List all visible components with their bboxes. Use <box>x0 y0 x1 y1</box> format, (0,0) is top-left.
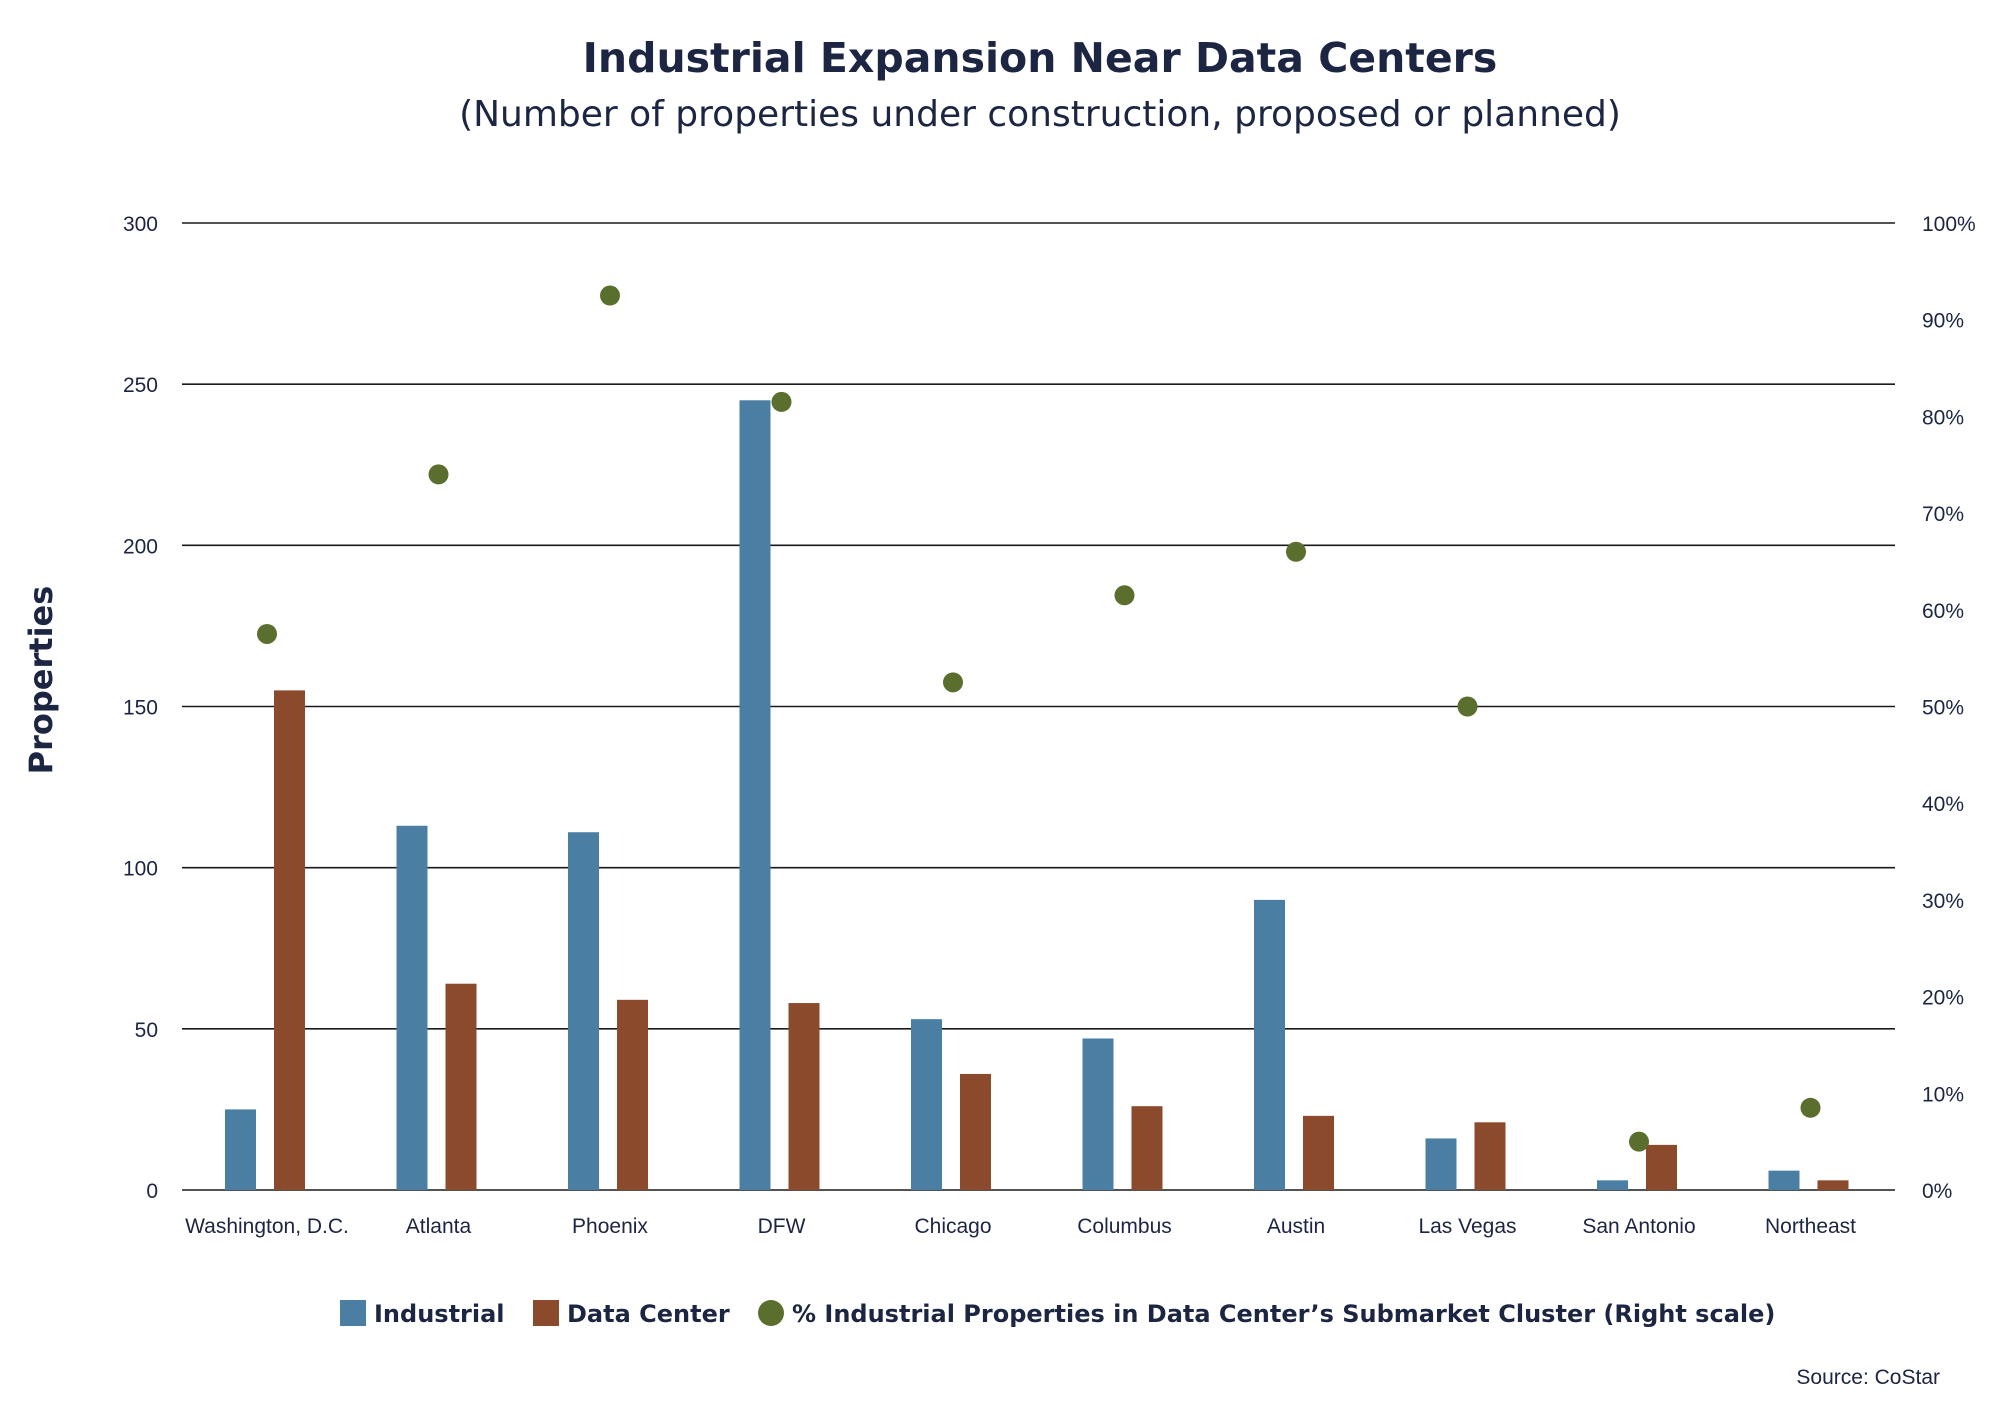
x-tick-label: Las Vegas <box>1418 1215 1516 1238</box>
y2-tick-label: 0% <box>1922 1180 1952 1203</box>
x-tick-label: Washington, D.C. <box>185 1215 349 1238</box>
bar-industrial <box>1768 1170 1800 1190</box>
bar-industrial <box>1425 1138 1457 1190</box>
ticks-layer: 0 50 100 150 200 250 300 0% 10% 20% 30% 40% 50% 60% 70… <box>123 213 1976 1238</box>
bar-industrial <box>396 825 428 1190</box>
x-tick-label: Columbus <box>1077 1215 1172 1238</box>
bar-data-center <box>445 983 477 1190</box>
x-tick-label: DFW <box>758 1215 806 1238</box>
x-tick-label: Phoenix <box>572 1215 648 1238</box>
legend-label: Industrial <box>374 1300 505 1328</box>
bar-industrial <box>1254 899 1285 1190</box>
y-tick-label: 50 <box>135 1019 158 1042</box>
pct-point <box>943 672 963 693</box>
bar-industrial <box>568 832 599 1190</box>
y-tick-label: 300 <box>123 213 158 236</box>
bar-data-center <box>1131 1106 1163 1190</box>
x-tick-label: San Antonio <box>1582 1215 1695 1238</box>
pct-point <box>1286 541 1306 562</box>
x-tick-label: Northeast <box>1765 1215 1856 1238</box>
pct-point <box>1457 696 1478 717</box>
pct-point <box>1800 1097 1821 1118</box>
y2-tick-label: 40% <box>1922 793 1964 816</box>
pct-point <box>600 285 620 306</box>
legend-swatch <box>533 1300 559 1326</box>
pct-point <box>257 623 277 644</box>
y2-tick-label: 80% <box>1922 406 1964 429</box>
y2-tick-label: 30% <box>1922 890 1964 913</box>
bar-data-center <box>274 690 305 1190</box>
chart-subtitle: (Number of properties under construction… <box>459 94 1621 135</box>
y-tick-label: 0 <box>146 1180 158 1203</box>
bar-data-center <box>1817 1180 1849 1190</box>
chart-title: Industrial Expansion Near Data Centers <box>583 34 1498 82</box>
legend: Industrial Data Center % Industrial Proper… <box>340 1300 1775 1328</box>
bar-data-center <box>617 999 648 1190</box>
bar-industrial <box>225 1109 256 1190</box>
pct-point <box>1114 585 1135 606</box>
bar-data-center <box>960 1073 991 1190</box>
bar-industrial <box>739 400 771 1190</box>
legend-swatch <box>340 1300 366 1326</box>
legend-swatch <box>758 1300 784 1326</box>
y2-tick-label: 50% <box>1922 697 1964 720</box>
grid-layer <box>182 222 1895 1191</box>
y2-tick-label: 10% <box>1922 1083 1964 1106</box>
y-axis-label: Properties <box>22 586 60 775</box>
y2-tick-label: 90% <box>1922 310 1964 333</box>
y-tick-label: 150 <box>123 697 158 720</box>
y-tick-label: 200 <box>123 535 158 558</box>
points-layer <box>257 285 1821 1152</box>
y2-tick-label: 60% <box>1922 600 1964 623</box>
bars-layer <box>225 400 1849 1190</box>
legend-label: Data Center <box>567 1300 730 1328</box>
pct-point <box>771 391 792 412</box>
y-tick-label: 250 <box>123 374 158 397</box>
pct-point <box>1629 1131 1649 1152</box>
x-tick-label: Chicago <box>914 1215 991 1238</box>
bar-data-center <box>1646 1144 1677 1190</box>
bar-industrial <box>911 1019 942 1190</box>
pct-point <box>428 464 449 485</box>
legend-label: % Industrial Properties in Data Center’s… <box>792 1300 1775 1328</box>
y2-tick-label: 20% <box>1922 987 1964 1010</box>
x-tick-label: Atlanta <box>406 1215 472 1238</box>
bar-data-center <box>1474 1122 1506 1190</box>
y2-tick-label: 100% <box>1922 213 1976 236</box>
bar-data-center <box>788 1003 820 1190</box>
bar-data-center <box>1303 1115 1334 1190</box>
bar-industrial <box>1082 1038 1114 1190</box>
y-tick-label: 100 <box>123 858 158 881</box>
source-note: Source: CoStar <box>1796 1366 1940 1389</box>
y2-tick-label: 70% <box>1922 503 1964 526</box>
bar-industrial <box>1597 1180 1628 1190</box>
x-tick-label: Austin <box>1267 1215 1325 1238</box>
